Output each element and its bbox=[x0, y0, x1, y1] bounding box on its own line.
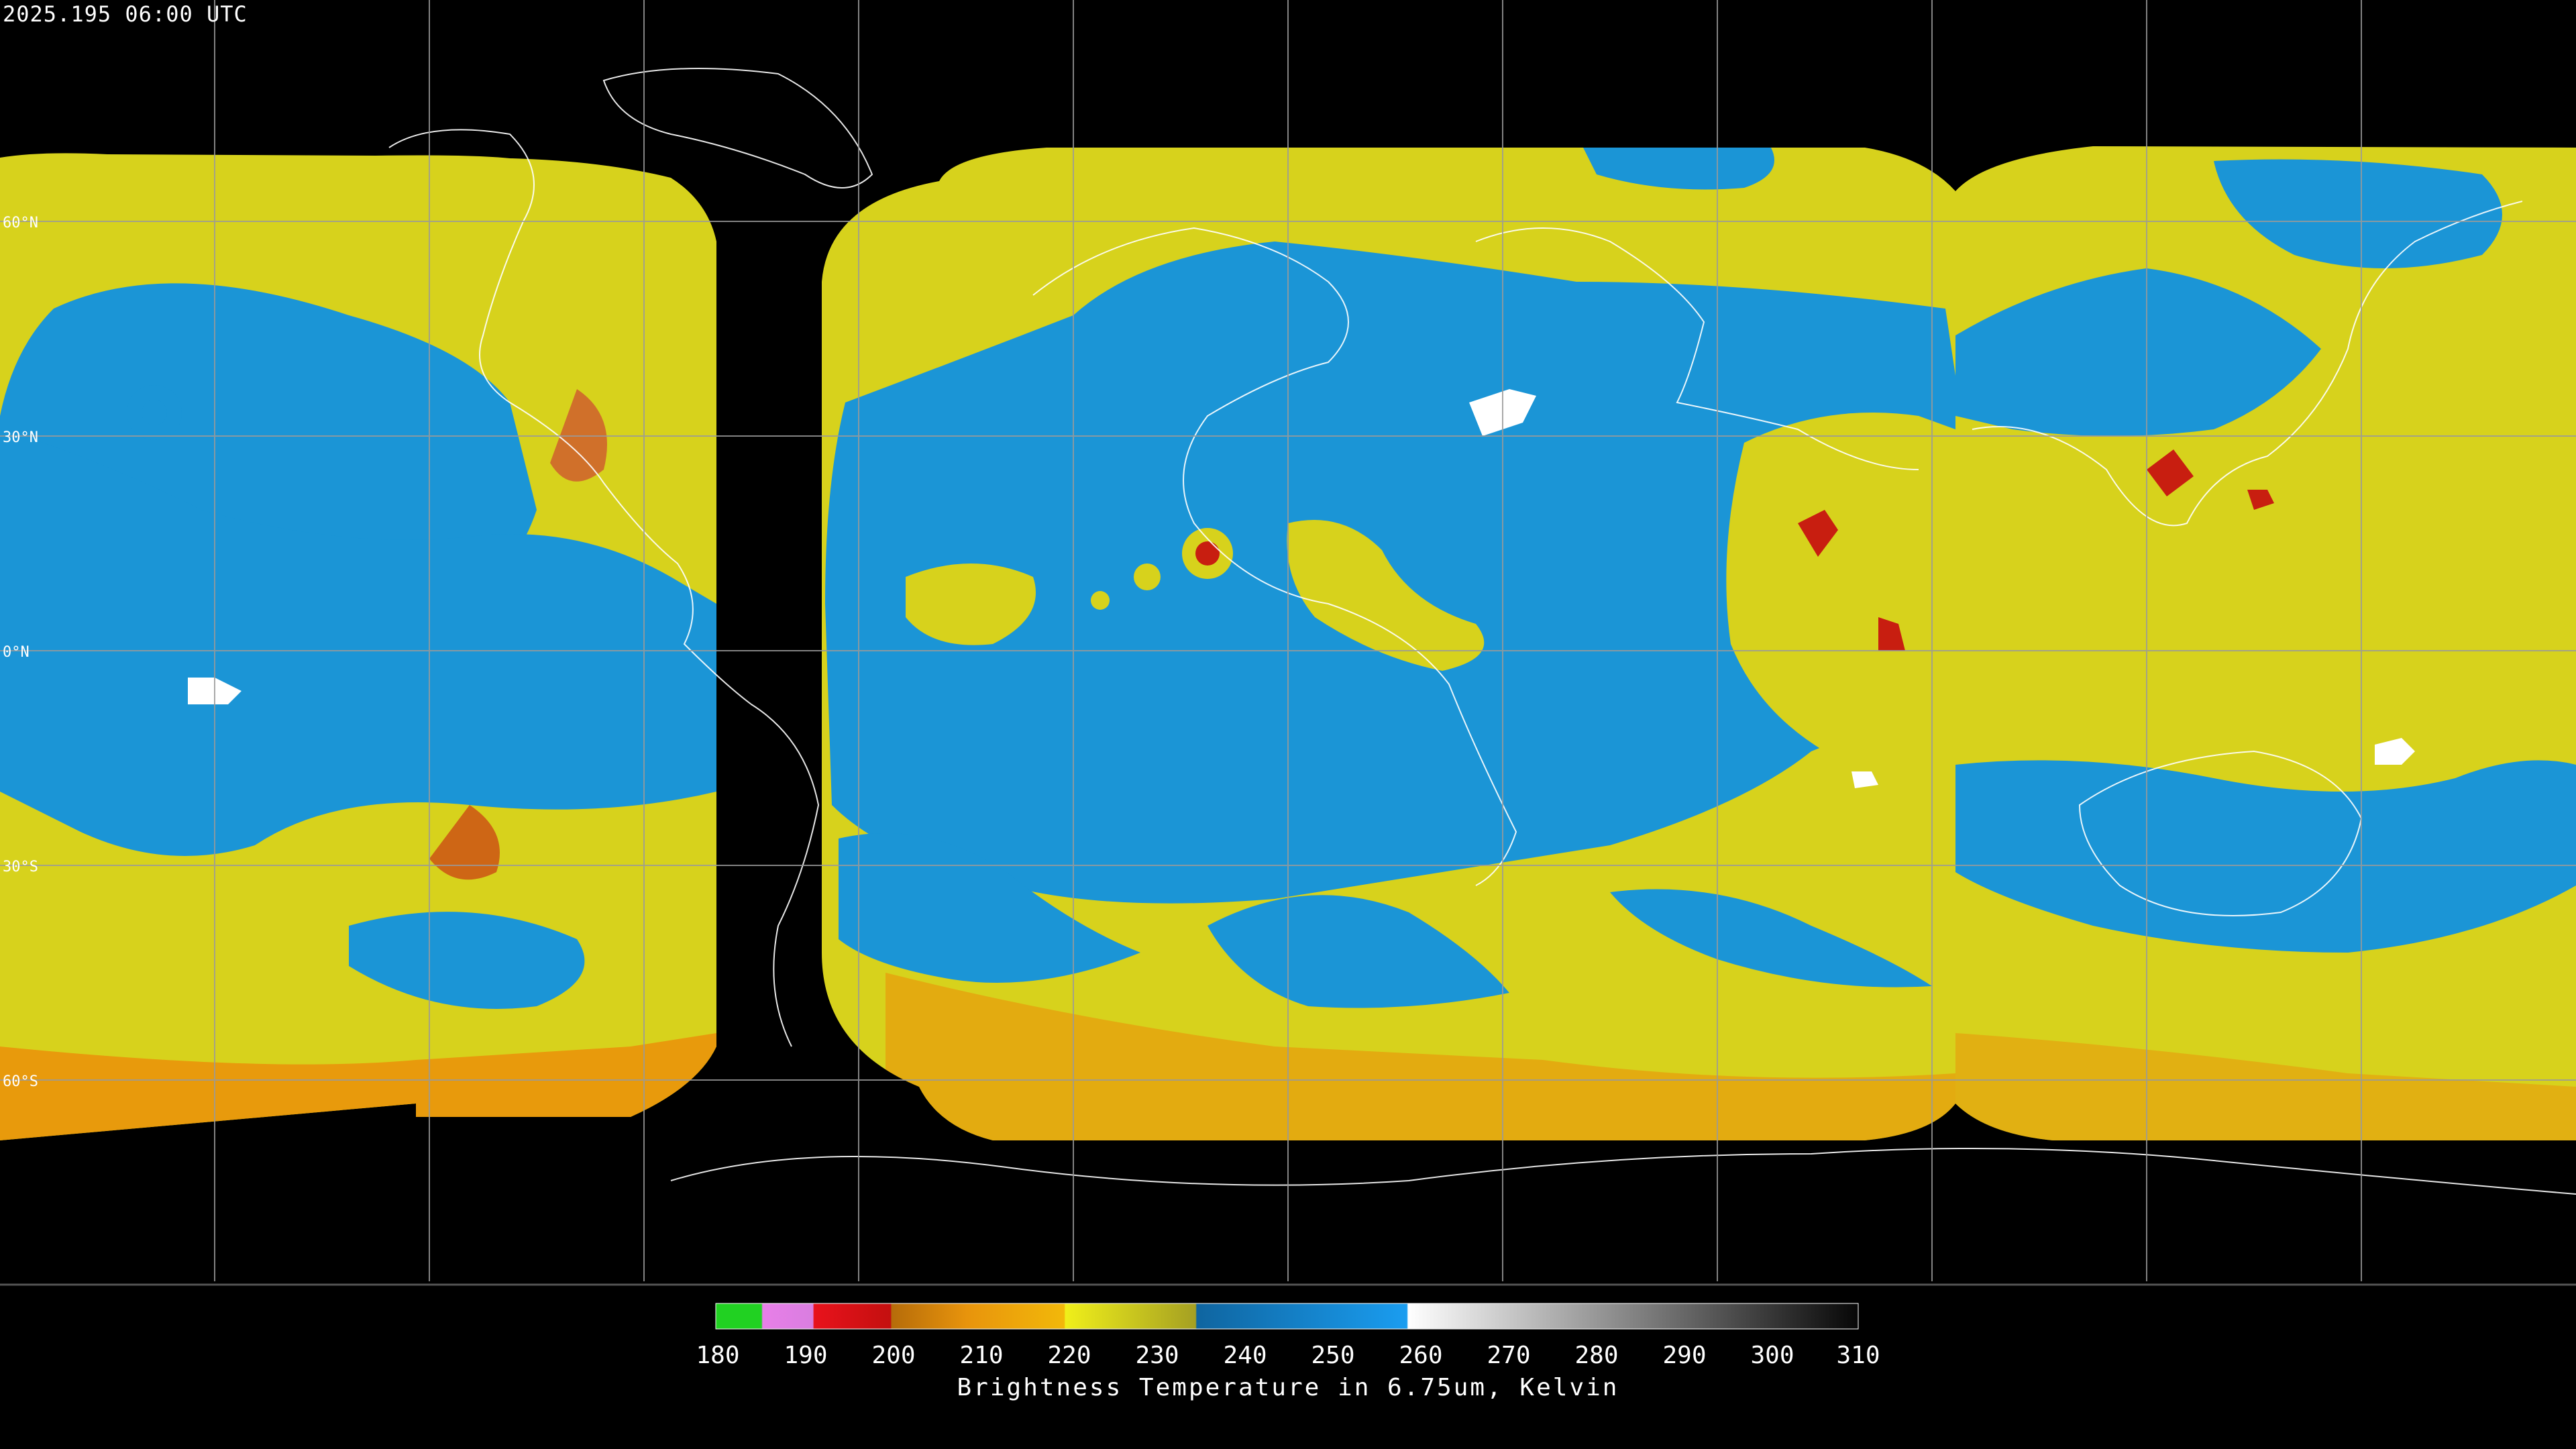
legend-tick: 310 bbox=[1836, 1342, 1880, 1369]
coverage-europe-africa bbox=[822, 148, 1955, 1140]
coverage-asia-pacific bbox=[1955, 146, 2576, 1140]
lat-label-30s: 30°S bbox=[3, 859, 38, 875]
lat-label-equator: 0°N bbox=[3, 644, 30, 661]
legend-tick: 250 bbox=[1311, 1342, 1355, 1369]
lat-label-60n: 60°N bbox=[3, 215, 38, 231]
coverage-west-pacific bbox=[0, 153, 716, 1140]
lat-label-30n: 30°N bbox=[3, 429, 38, 446]
lat-lon-grid bbox=[0, 0, 2576, 1281]
legend-tick: 220 bbox=[1047, 1342, 1091, 1369]
legend-tick: 210 bbox=[959, 1342, 1004, 1369]
legend-colorbar bbox=[715, 1303, 1859, 1330]
coastlines bbox=[388, 68, 2576, 1195]
legend-tick: 260 bbox=[1399, 1342, 1443, 1369]
legend-tick: 190 bbox=[784, 1342, 828, 1369]
legend-tick: 240 bbox=[1223, 1342, 1267, 1369]
lat-label-60s: 60°S bbox=[3, 1073, 38, 1090]
legend-tick: 230 bbox=[1135, 1342, 1179, 1369]
legend-title: Brightness Temperature in 6.75um, Kelvin bbox=[957, 1374, 1619, 1401]
legend-tick: 280 bbox=[1574, 1342, 1619, 1369]
legend-tick: 290 bbox=[1662, 1342, 1707, 1369]
legend-tick: 200 bbox=[871, 1342, 916, 1369]
timestamp: 2025.195 06:00 UTC bbox=[3, 1, 248, 27]
legend-tick: 300 bbox=[1750, 1342, 1794, 1369]
legend-tick: 270 bbox=[1487, 1342, 1531, 1369]
legend-tick: 180 bbox=[696, 1342, 740, 1369]
